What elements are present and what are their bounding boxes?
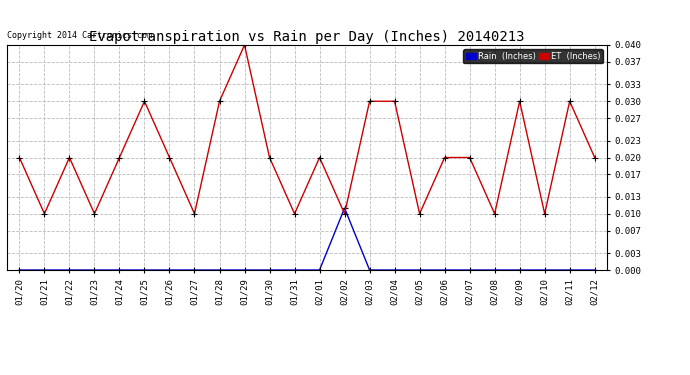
Legend: Rain  (Inches), ET  (Inches): Rain (Inches), ET (Inches): [463, 49, 603, 63]
Title: Evapotranspiration vs Rain per Day (Inches) 20140213: Evapotranspiration vs Rain per Day (Inch…: [89, 30, 525, 44]
Text: Copyright 2014 Cartronics.com: Copyright 2014 Cartronics.com: [7, 32, 152, 40]
